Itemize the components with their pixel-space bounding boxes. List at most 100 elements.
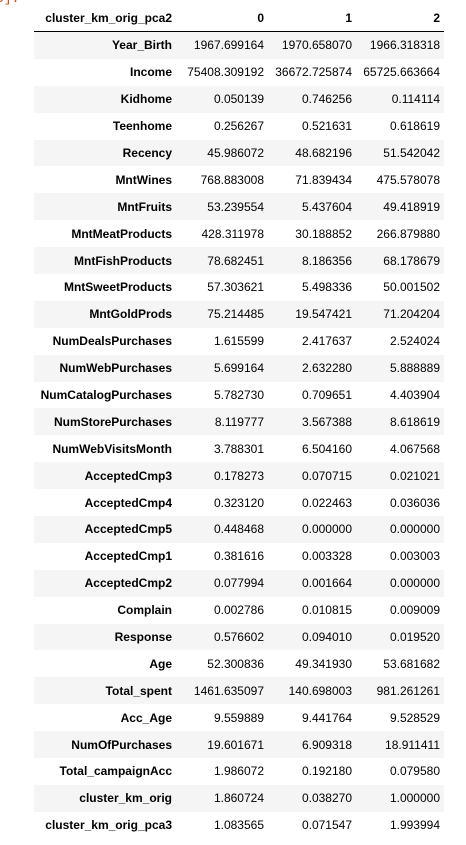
table-row: AcceptedCmp1 0.381616 0.003328 0.003003 [34, 542, 444, 570]
column-header-0: 0 [176, 5, 268, 32]
row-label: NumOfPurchases [71, 737, 172, 752]
table-cell: 65725.663664 [363, 65, 440, 80]
table-row: Recency 45.986072 48.682196 51.542042 [34, 139, 444, 167]
table-cell: 1.000000 [389, 791, 440, 806]
table-row: Response 0.576602 0.094010 0.019520 [34, 623, 444, 651]
table-row: Kidhome 0.050139 0.746256 0.114114 [34, 85, 444, 113]
row-label: cluster_km_orig_pca3 [45, 818, 172, 833]
table-cell: 5.498336 [301, 280, 352, 295]
table-cell: 49.418919 [383, 199, 440, 214]
row-label: MntFruits [117, 199, 172, 214]
row-label: Acc_Age [120, 710, 172, 725]
table-row: Total_campaignAcc 1.986072 0.192180 0.07958… [34, 758, 444, 785]
table-cell: 50.001502 [383, 280, 440, 295]
table-row: Teenhome 0.256267 0.521631 0.618619 [34, 112, 444, 140]
table-cell: 68.178679 [383, 253, 440, 268]
table-cell: 5.699164 [213, 361, 264, 376]
row-label: Recency [122, 146, 172, 160]
table-cell: 71.839434 [295, 172, 352, 187]
row-label: AcceptedCmp3 [84, 468, 172, 483]
table-cell: 8.618619 [389, 414, 440, 429]
table-cell: 0.709651 [301, 388, 352, 403]
table-row: MntGoldProds 75.214485 19.547421 71.204204 [34, 300, 444, 328]
table-cell: 51.542042 [383, 146, 440, 160]
row-label: AcceptedCmp1 [84, 549, 172, 564]
row-label: Complain [117, 603, 172, 618]
table-cell: 0.050139 [213, 92, 264, 107]
table-cell: 5.782730 [213, 388, 264, 403]
cell-output-prompt: 5]: [0, 0, 19, 6]
table-row: Complain 0.002786 0.010815 0.009009 [34, 596, 444, 624]
table-row: AcceptedCmp3 0.178273 0.070715 0.021021 [34, 462, 444, 490]
table-row: MntWines 768.883008 71.839434 475.578078 [34, 166, 444, 194]
table-cell: 1.083565 [213, 818, 264, 833]
row-label: cluster_km_orig [79, 791, 172, 806]
table-cell: 3.567388 [301, 414, 352, 429]
row-label: MntWines [115, 172, 172, 187]
row-label: NumWebVisitsMonth [52, 441, 172, 456]
table-cell: 1.986072 [213, 764, 264, 779]
row-label: Year_Birth [111, 38, 172, 53]
table-cell: 0.009009 [389, 603, 440, 618]
table-cell: 0.036036 [389, 495, 440, 510]
row-label: AcceptedCmp4 [84, 495, 172, 510]
table-row: AcceptedCmp4 0.323120 0.022463 0.036036 [34, 489, 444, 517]
table-header: cluster_km_orig_pca2 0 1 2 [34, 5, 444, 32]
table-row: cluster_km_orig 1.860724 0.038270 1.000000 [34, 784, 444, 812]
table-cell: 0.003003 [389, 549, 440, 564]
table-cell: 8.186356 [301, 253, 352, 268]
table-cell: 45.986072 [207, 146, 264, 160]
table-cell: 36672.725874 [275, 65, 352, 80]
table-cell: 981.261261 [376, 683, 440, 698]
row-label: AcceptedCmp5 [84, 522, 172, 537]
column-header-1: 1 [268, 5, 356, 32]
row-label: Total_spent [105, 683, 172, 698]
table-cell: 2.632280 [301, 361, 352, 376]
table-cell: 8.119777 [214, 414, 264, 429]
table-cell: 2.524024 [389, 334, 440, 349]
table-cell: 0.019520 [389, 630, 440, 645]
index-name-header: cluster_km_orig_pca2 [34, 5, 176, 32]
table-cell: 0.192180 [301, 764, 352, 779]
table-cell: 0.070715 [301, 468, 352, 483]
row-label: Income [129, 65, 172, 80]
row-label: Kidhome [120, 92, 172, 107]
table-cell: 428.311978 [201, 226, 264, 241]
table-cell: 78.682451 [207, 253, 264, 268]
table-cell: 1.993994 [389, 818, 440, 833]
table-cell: 2.417637 [301, 334, 352, 349]
table-cell: 1967.699164 [193, 38, 264, 53]
table-cell: 1.615599 [213, 334, 264, 349]
table-row: Year_Birth 1967.699164 1970.658070 1966.318… [34, 31, 444, 59]
table-cell: 49.341930 [295, 656, 352, 671]
table-row: Income 75408.309192 36672.725874 65725.6636… [34, 58, 444, 86]
table-body: Year_Birth 1967.699164 1970.658070 1966.318… [34, 31, 444, 839]
table-row: AcceptedCmp5 0.448468 0.000000 0.000000 [34, 516, 444, 543]
row-label: AcceptedCmp2 [84, 576, 172, 591]
table-row: AcceptedCmp2 0.077994 0.001664 0.000000 [34, 569, 444, 597]
table-cell: 6.504160 [301, 441, 352, 456]
table-row: NumDealsPurchases 1.615599 2.417637 2.52402… [34, 327, 444, 355]
table-row: MntMeatProducts 428.311978 30.188852 266.87… [34, 220, 444, 248]
table-cell: 9.441764 [301, 710, 352, 725]
table-cell: 19.547421 [295, 307, 352, 322]
table-cell: 0.576602 [213, 630, 264, 645]
row-label: NumCatalogPurchases [40, 388, 172, 403]
table-cell: 0.521631 [301, 119, 352, 134]
table-cell: 140.698003 [288, 683, 352, 698]
column-header-2: 2 [356, 5, 444, 32]
table-row: NumWebPurchases 5.699164 2.632280 5.888889 [34, 354, 444, 382]
table-cell: 75.214485 [207, 307, 264, 322]
table-row: Acc_Age 9.559889 9.441764 9.528529 [34, 704, 444, 732]
table-cell: 0.038270 [301, 791, 352, 806]
table-cell: 1966.318318 [369, 38, 440, 53]
table-cell: 1461.635097 [193, 683, 264, 698]
row-label: Age [149, 656, 172, 671]
table-cell: 6.909318 [301, 737, 352, 752]
table-cell: 30.188852 [295, 226, 352, 241]
table-cell: 266.879880 [376, 226, 440, 241]
table-cell: 1.860724 [213, 791, 264, 806]
table-row: NumWebVisitsMonth 3.788301 6.504160 4.06756… [34, 435, 444, 463]
table-cell: 53.681682 [383, 656, 440, 671]
table-cell: 0.746256 [301, 92, 352, 107]
